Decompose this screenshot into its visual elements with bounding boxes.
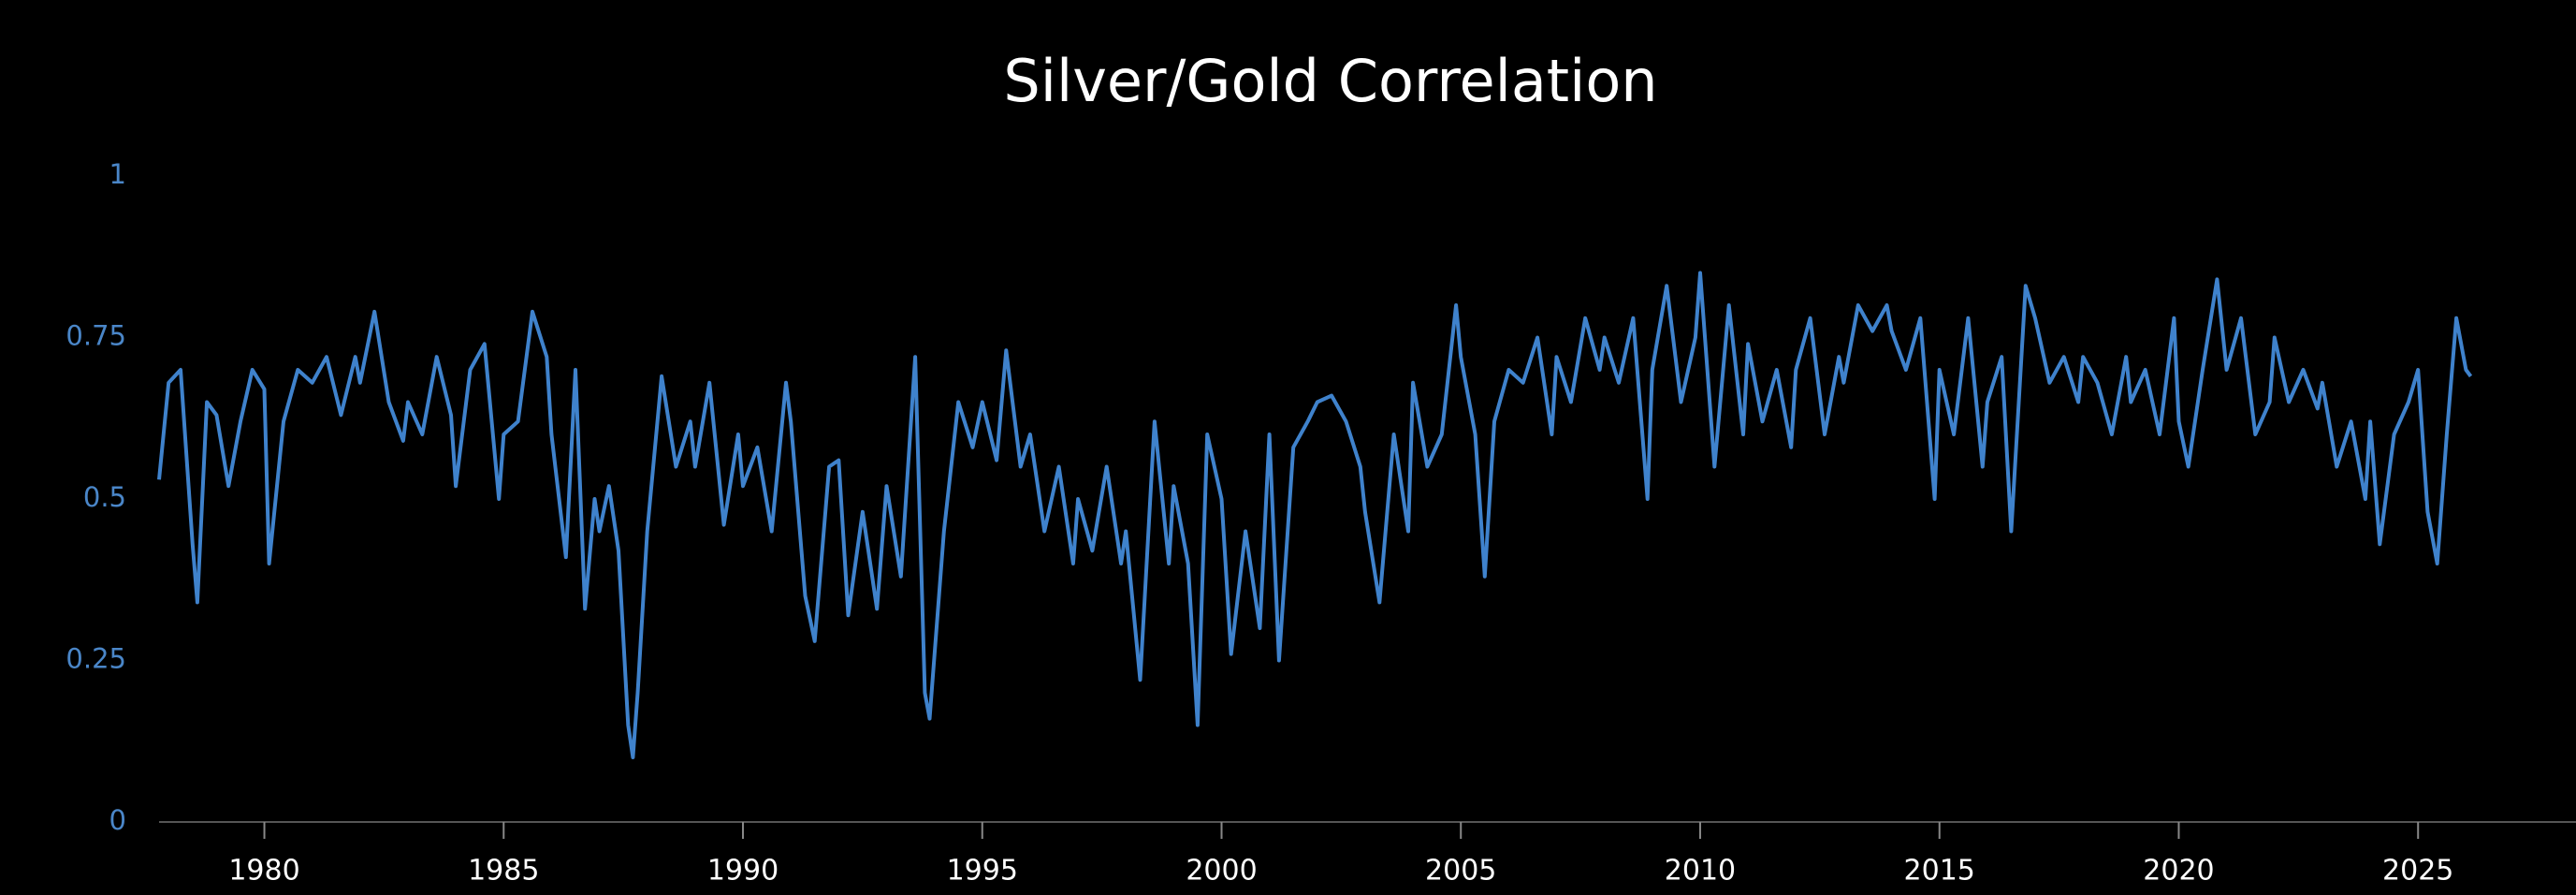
x-tick-label: 1985 xyxy=(468,855,539,888)
y-tick-label: 0 xyxy=(109,804,126,836)
data-line xyxy=(157,271,2473,759)
x-tick-label: 1980 xyxy=(228,855,299,888)
x-tick-label: 2020 xyxy=(2143,855,2214,888)
y-tick-label: 0.75 xyxy=(65,320,126,352)
x-tick-label: 2005 xyxy=(1425,855,1496,888)
x-tick-label: 2025 xyxy=(2382,855,2453,888)
x-tick-label: 1990 xyxy=(707,855,779,888)
x-tick-label: 2010 xyxy=(1665,855,1736,888)
x-tick-label: 1995 xyxy=(947,855,1018,888)
y-tick-label: 0.25 xyxy=(65,643,126,675)
y-tick-label: 1 xyxy=(109,158,126,190)
x-tick-label: 2000 xyxy=(1186,855,1257,888)
x-tick-label: 2015 xyxy=(1904,855,1975,888)
chart-title: Silver/Gold Correlation xyxy=(1003,47,1657,115)
y-tick-label: 0.5 xyxy=(83,481,126,513)
